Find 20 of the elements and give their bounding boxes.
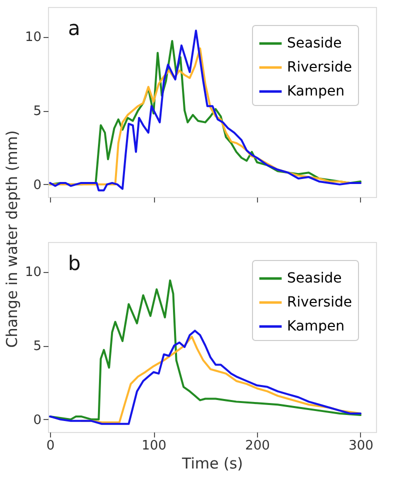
y-tick-label: 10 [24, 30, 42, 46]
y-tick-label: 0 [33, 412, 42, 428]
y-axis-title: Change in water depth (mm) [2, 130, 21, 348]
legend-label: Seaside [287, 36, 342, 52]
y-tick-label: 0 [33, 178, 42, 193]
legend-label: Kampen [287, 318, 345, 334]
annotation: b [68, 251, 81, 275]
x-tick-label: 0 [46, 438, 55, 454]
annotation: a [68, 16, 80, 40]
x-tick-label: 100 [142, 438, 166, 454]
y-tick-label: 10 [24, 265, 42, 280]
x-axis-title: Time (s) [181, 454, 243, 472]
y-tick-label: 5 [33, 104, 42, 119]
x-tick-label: 200 [245, 438, 270, 454]
legend-label: Riverside [287, 294, 352, 310]
legend-label: Riverside [287, 60, 352, 76]
legend-label: Kampen [287, 84, 345, 100]
x-tick-label: 300 [348, 438, 374, 454]
legend-label: Seaside [287, 270, 342, 286]
y-tick-label: 5 [33, 339, 42, 354]
